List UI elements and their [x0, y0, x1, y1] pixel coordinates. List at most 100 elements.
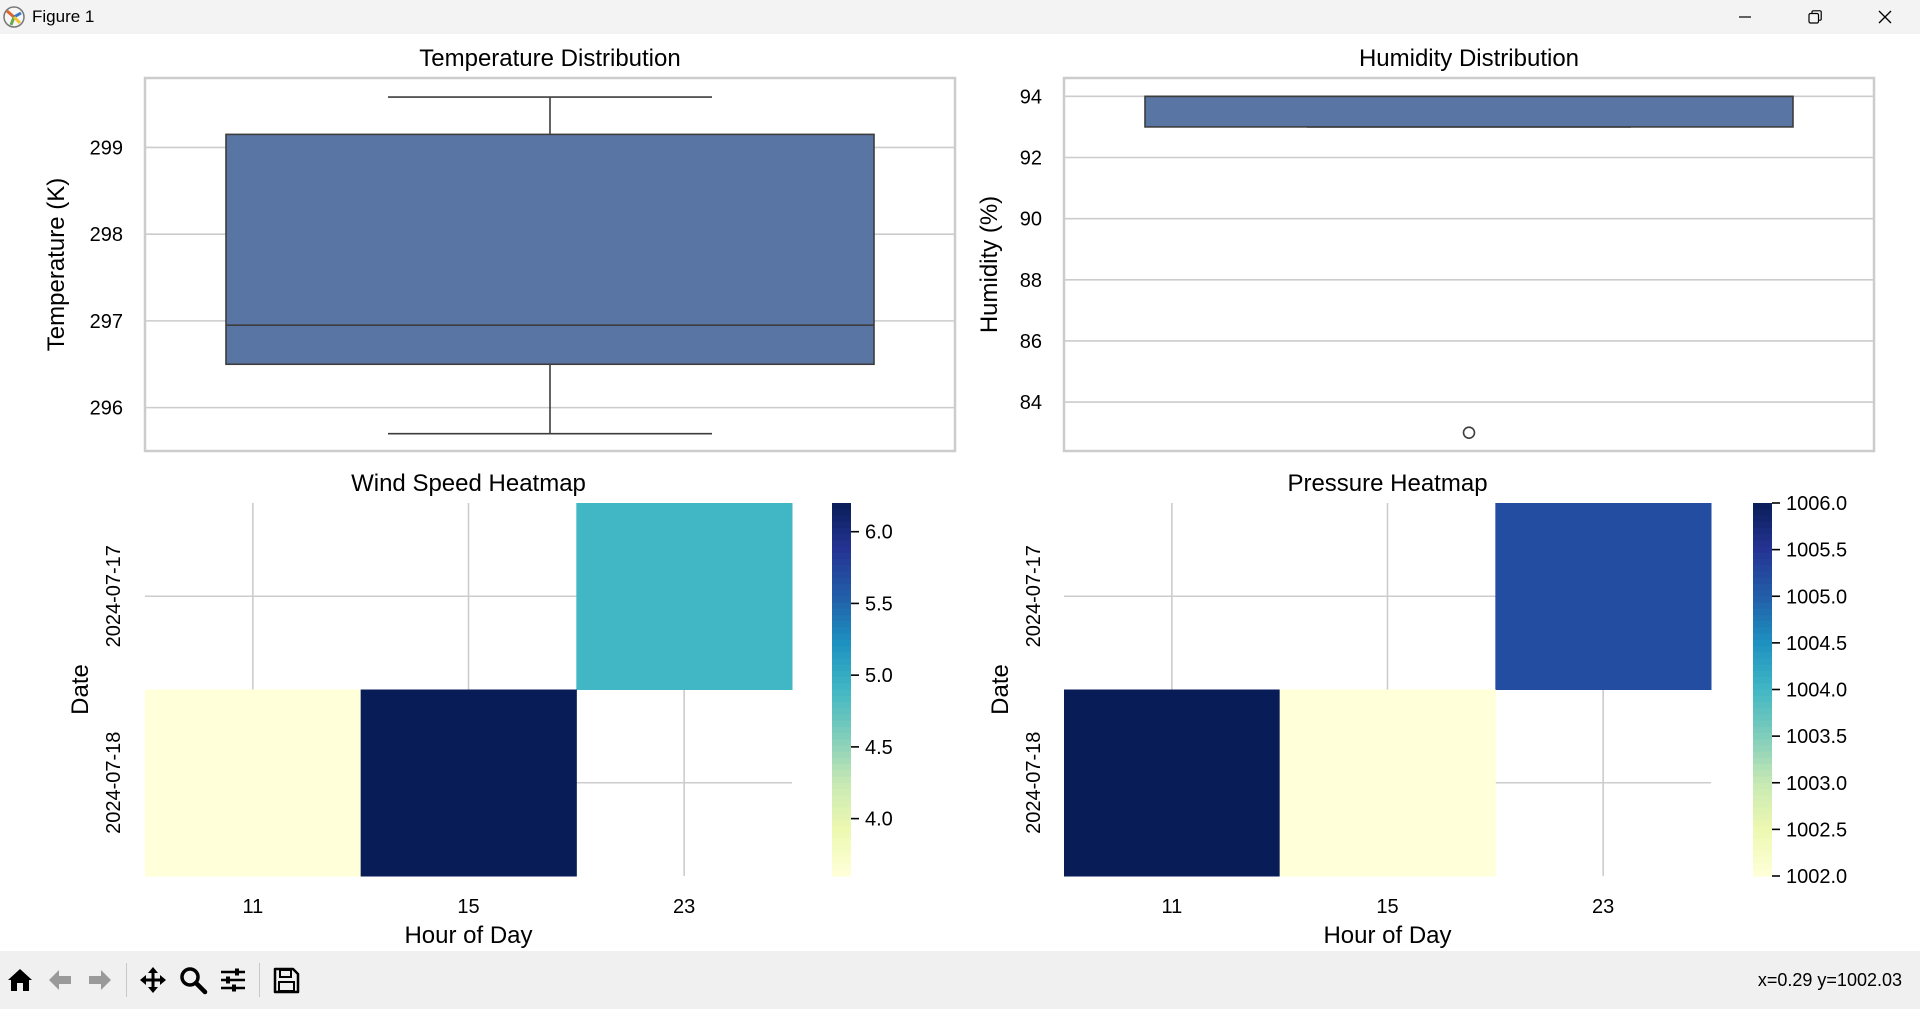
colorbar-tick-label: 1002.0	[1786, 866, 1847, 888]
colorbar-tick-label: 1005.5	[1786, 540, 1847, 562]
restore-button[interactable]	[1780, 0, 1850, 34]
save-icon	[273, 967, 300, 994]
colorbar-segment	[832, 658, 851, 666]
y-tick-label: 90	[1020, 209, 1042, 231]
forward-icon	[89, 970, 111, 990]
colorbar-segment	[832, 844, 851, 852]
colorbar-segment	[832, 776, 851, 784]
cursor-coordinates: x=0.29 y=1002.03	[1757, 970, 1902, 990]
colorbar-segment	[1753, 701, 1772, 709]
colorbar-segment	[832, 552, 851, 560]
colorbar-segment	[832, 869, 851, 877]
y-axis-label: Temperature (K)	[43, 178, 70, 351]
y-tick-label: 299	[90, 137, 123, 159]
colorbar-segment	[832, 751, 851, 759]
colorbar-segment	[832, 664, 851, 672]
colorbar-segment	[1753, 869, 1772, 877]
colorbar-segment	[1753, 689, 1772, 697]
colorbar-segment	[1753, 832, 1772, 840]
colorbar-segment	[1753, 577, 1772, 585]
colorbar-segment	[1753, 708, 1772, 715]
y-tick-label: 298	[90, 224, 123, 246]
colorbar-segment	[1753, 652, 1772, 660]
forward-button[interactable]	[80, 960, 120, 1000]
colorbar-segment	[1753, 776, 1772, 784]
colorbar-segment	[832, 801, 851, 809]
configure-subplots-button[interactable]	[213, 960, 253, 1000]
colorbar-segment	[832, 739, 851, 747]
x-tick-label: 11	[242, 896, 263, 918]
back-button[interactable]	[40, 960, 80, 1000]
colorbar-segment	[832, 621, 851, 628]
window-titlebar: Figure 1	[0, 0, 1920, 34]
heatmap-cell	[1064, 689, 1281, 877]
close-button[interactable]	[1850, 0, 1920, 34]
y-tick-label: 2024-07-18	[1023, 732, 1045, 834]
colorbar-segment	[1753, 552, 1772, 560]
y-tick-label: 2024-07-17	[103, 545, 125, 647]
zoom-button[interactable]	[173, 960, 213, 1000]
colorbar-segment	[1753, 764, 1772, 771]
pan-button[interactable]	[133, 960, 173, 1000]
colorbar-segment	[832, 807, 851, 815]
colorbar-segment	[832, 602, 851, 610]
x-tick-label: 11	[1161, 896, 1182, 918]
colorbar-tick-label: 1006.0	[1786, 493, 1847, 515]
colorbar-segment	[832, 857, 851, 865]
colorbar-segment	[832, 521, 851, 529]
colorbar-segment	[1753, 733, 1772, 740]
colorbar-segment	[1753, 757, 1772, 765]
colorbar-segment	[832, 695, 851, 703]
colorbar-segment	[832, 503, 851, 510]
colorbar-segment	[832, 757, 851, 765]
colorbar-segment	[832, 708, 851, 715]
colorbar-segment	[832, 608, 851, 616]
colorbar-segment	[1753, 527, 1772, 535]
colorbar-segment	[1753, 813, 1772, 821]
colorbar-segment	[1753, 558, 1772, 566]
colorbar-segment	[832, 596, 851, 604]
colorbar-tick-label: 5.5	[865, 593, 893, 615]
colorbar-segment	[1753, 521, 1772, 529]
x-tick-label: 15	[457, 896, 479, 918]
colorbar-segment	[1753, 838, 1772, 846]
colorbar-segment	[1753, 509, 1772, 517]
colorbar-segment	[1753, 503, 1772, 510]
home-icon	[8, 969, 32, 991]
close-icon	[1878, 10, 1892, 24]
colorbar-segment	[832, 546, 851, 554]
y-axis-label: Date	[67, 664, 94, 715]
colorbar-segment	[832, 540, 851, 548]
colorbar-tick-label: 1004.0	[1786, 680, 1847, 702]
box-iqr	[225, 133, 875, 366]
colorbar-segment	[1753, 801, 1772, 809]
heatmap-cell	[1495, 503, 1712, 690]
colorbar-segment	[1753, 627, 1772, 635]
colorbar-tick-label: 4.0	[865, 809, 893, 831]
colorbar-segment	[832, 583, 851, 591]
colorbar-segment	[1753, 621, 1772, 628]
colorbar-segment	[832, 677, 851, 684]
colorbar-segment	[1753, 590, 1772, 597]
colorbar-segment	[832, 788, 851, 796]
colorbar-segment	[832, 838, 851, 846]
colorbar-segment	[1753, 770, 1772, 778]
heatmap-cell	[1279, 689, 1496, 877]
figure-canvas[interactable]: 296 297 298 299 Temperature Distribution Temp…	[0, 34, 1920, 951]
colorbar-segment	[832, 764, 851, 771]
save-button[interactable]	[266, 960, 306, 1000]
axes-frame	[1062, 76, 1876, 453]
colorbar-segment	[832, 633, 851, 641]
colorbar-segment	[832, 627, 851, 635]
minimize-button[interactable]	[1710, 0, 1780, 34]
colorbar-segment	[832, 571, 851, 579]
colorbar-tick-label: 4.5	[865, 737, 893, 759]
colorbar-segment	[1753, 571, 1772, 579]
colorbar-segment	[1753, 596, 1772, 604]
home-button[interactable]	[0, 960, 40, 1000]
y-tick-label: 296	[90, 398, 123, 420]
colorbar-segment	[1753, 602, 1772, 610]
x-axis-label: Hour of Day	[404, 922, 532, 949]
colorbar-segment	[832, 714, 851, 722]
y-tick-label: 94	[1020, 86, 1042, 108]
